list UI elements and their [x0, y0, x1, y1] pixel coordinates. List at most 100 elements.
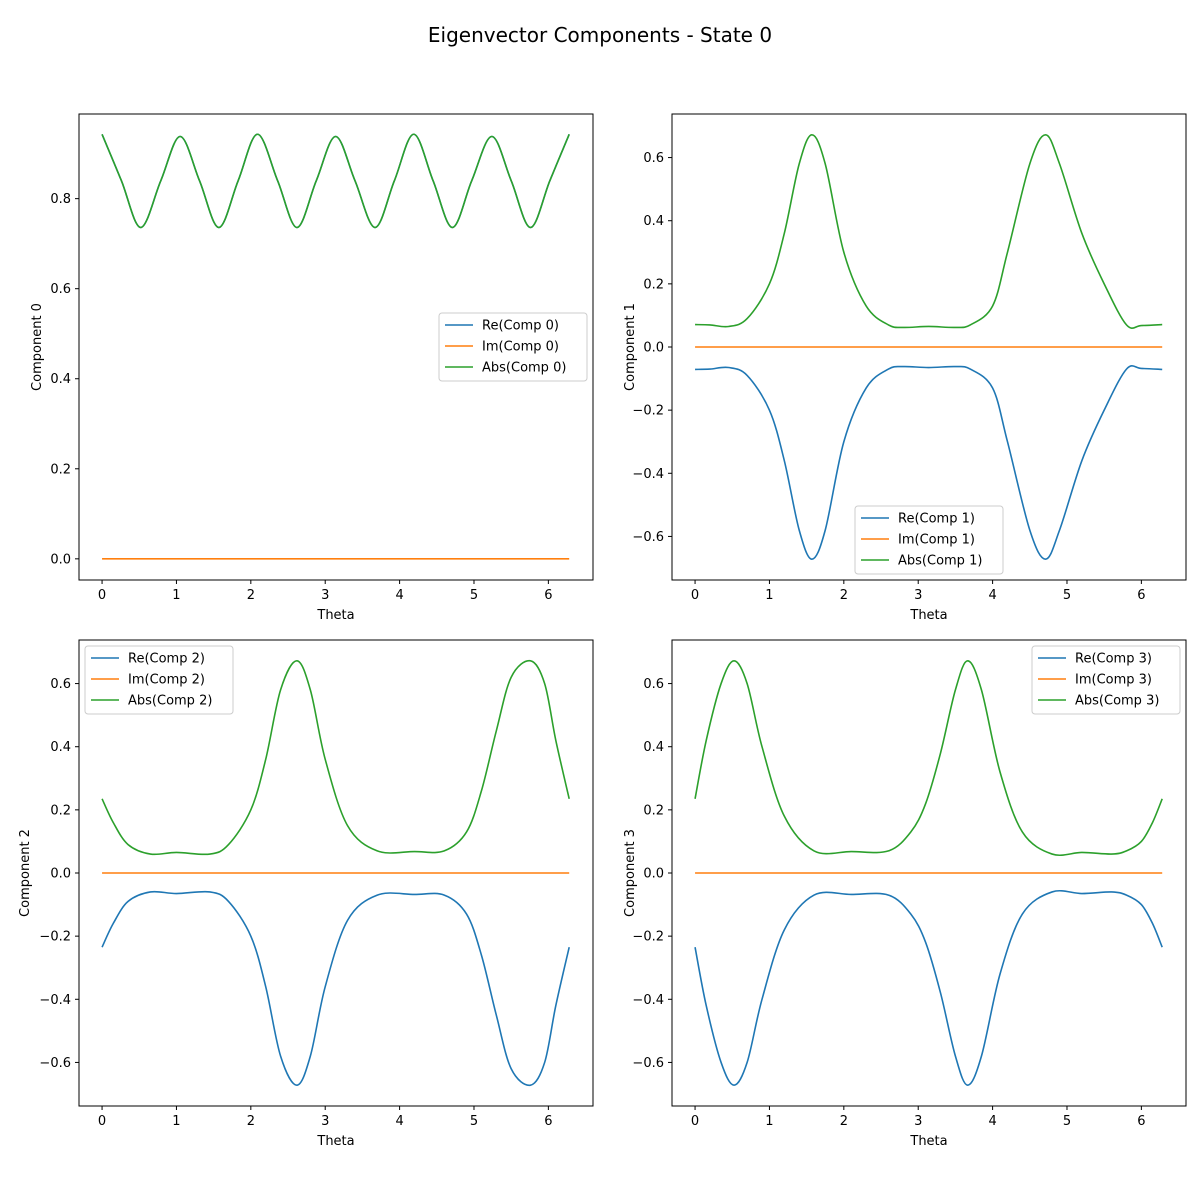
series-line-re — [694, 889, 1163, 1086]
x-tick-label: 0 — [98, 1114, 106, 1129]
x-tick-label: 3 — [321, 588, 329, 603]
y-tick-label: 0.4 — [643, 214, 664, 229]
legend: Re(Comp 2) Im(Comp 2) Abs(Comp 2) — [84, 645, 234, 715]
x-tick-label: 3 — [914, 588, 922, 603]
legend: Re(Comp 0) Im(Comp 0) Abs(Comp 0) — [438, 312, 588, 382]
y-tick-label: 0.0 — [50, 867, 71, 882]
subplot-component-2: 0 1 2 3 4 5 6 −0.6 −0.4 −0.2 0.0 0.2 0.4 0.6 Theta Comp… — [18, 639, 594, 1149]
legend-box — [438, 312, 588, 382]
series-lines — [101, 659, 570, 1087]
legend-entry: Abs(Comp 1) — [898, 554, 982, 569]
y-tick-label: −0.6 — [632, 530, 664, 545]
x-tick-label: 5 — [1063, 588, 1071, 603]
x-tick-label: 1 — [765, 1114, 773, 1129]
series-line-re — [101, 890, 570, 1087]
y-tick-label: −0.4 — [39, 993, 71, 1008]
legend-entry: Im(Comp 2) — [128, 673, 205, 688]
x-tick-label: 4 — [395, 588, 403, 603]
y-tick-label: −0.6 — [39, 1056, 71, 1071]
legend-entry: Re(Comp 2) — [128, 652, 205, 667]
legend-entry: Abs(Comp 3) — [1075, 694, 1159, 709]
y-tick-label: 0.2 — [643, 277, 664, 292]
x-axis-label: Theta — [909, 608, 947, 623]
y-axis-label: Component 1 — [623, 303, 638, 391]
y-tick-label: 0.0 — [643, 341, 664, 356]
series-line-abs — [101, 659, 570, 856]
series-lines — [101, 133, 570, 560]
x-tick-label: 3 — [914, 1114, 922, 1129]
x-tick-label: 5 — [470, 1114, 478, 1129]
x-tick-label: 3 — [321, 1114, 329, 1129]
x-tick-label: 1 — [172, 1114, 180, 1129]
x-tick-label: 6 — [544, 588, 552, 603]
legend: Re(Comp 1) Im(Comp 1) Abs(Comp 1) — [854, 505, 1004, 575]
y-tick-label: −0.4 — [632, 993, 664, 1008]
y-tick-label: 0.0 — [643, 867, 664, 882]
legend-entry: Re(Comp 3) — [1075, 652, 1152, 667]
legend-entry: Re(Comp 1) — [898, 512, 975, 527]
x-axis-label: Theta — [909, 1134, 947, 1149]
series-lines — [695, 134, 1163, 560]
series-line-abs — [101, 133, 570, 229]
y-tick-label: 0.6 — [643, 151, 664, 166]
x-axis-label: Theta — [316, 608, 354, 623]
y-tick-label: 0.6 — [50, 677, 71, 692]
legend-entry: Im(Comp 0) — [482, 340, 559, 355]
legend-entry: Re(Comp 0) — [482, 319, 559, 334]
x-tick-label: 4 — [988, 588, 996, 603]
x-tick-label: 0 — [98, 588, 106, 603]
legend-entry: Im(Comp 3) — [1075, 673, 1152, 688]
legend-entry: Im(Comp 1) — [898, 533, 975, 548]
legend-entry: Abs(Comp 2) — [128, 694, 212, 709]
y-tick-label: 0.8 — [50, 192, 71, 207]
figure-title: Eigenvector Components - State 0 — [428, 23, 772, 47]
y-tick-label: 0.6 — [50, 282, 71, 297]
legend-entry: Abs(Comp 0) — [482, 361, 566, 376]
x-tick-label: 1 — [765, 588, 773, 603]
series-line-abs — [694, 660, 1163, 857]
x-tick-label: 5 — [470, 588, 478, 603]
y-tick-label: −0.2 — [632, 930, 664, 945]
y-tick-label: 0.2 — [643, 803, 664, 818]
y-tick-label: −0.6 — [632, 1056, 664, 1071]
series-line-re — [695, 365, 1163, 560]
y-tick-label: 0.2 — [50, 462, 71, 477]
x-tick-label: 1 — [172, 588, 180, 603]
x-tick-label: 5 — [1063, 1114, 1071, 1129]
y-tick-label: 0.0 — [50, 552, 71, 567]
x-tick-label: 2 — [247, 1114, 255, 1129]
x-tick-label: 4 — [395, 1114, 403, 1129]
legend-box — [854, 505, 1004, 575]
y-tick-label: 0.6 — [643, 677, 664, 692]
x-tick-label: 0 — [691, 588, 699, 603]
x-axis-label: Theta — [316, 1134, 354, 1149]
y-axis-label: Component 3 — [623, 829, 638, 917]
x-tick-label: 2 — [840, 588, 848, 603]
y-tick-label: −0.2 — [39, 930, 71, 945]
x-tick-label: 6 — [544, 1114, 552, 1129]
y-axis-label: Component 2 — [18, 829, 33, 917]
x-tick-label: 2 — [840, 1114, 848, 1129]
y-tick-label: 0.4 — [643, 740, 664, 755]
legend: Re(Comp 3) Im(Comp 3) Abs(Comp 3) — [1031, 645, 1181, 715]
legend-box — [84, 645, 234, 715]
x-tick-label: 4 — [988, 1114, 996, 1129]
x-tick-label: 6 — [1137, 588, 1145, 603]
y-axis-label: Component 0 — [30, 303, 45, 391]
subplot-component-1: 0 1 2 3 4 5 6 −0.6 −0.4 −0.2 0.0 0.2 0.4 0.6 Theta Comp… — [623, 113, 1187, 623]
y-tick-label: 0.4 — [50, 372, 71, 387]
series-line-abs — [695, 134, 1163, 329]
axes-frame — [78, 113, 594, 581]
x-tick-label: 2 — [247, 588, 255, 603]
legend-box — [1031, 645, 1181, 715]
series-lines — [694, 660, 1163, 1086]
y-tick-label: 0.4 — [50, 740, 71, 755]
y-tick-label: 0.2 — [50, 803, 71, 818]
y-tick-label: −0.2 — [632, 404, 664, 419]
x-tick-label: 6 — [1137, 1114, 1145, 1129]
subplot-component-3: 0 1 2 3 4 5 6 −0.6 −0.4 −0.2 0.0 0.2 0.4 0.6 Theta Comp… — [623, 639, 1187, 1149]
subplot-component-0: 0 1 2 3 4 5 6 0.0 0.2 0.4 0.6 0.8 Theta Component 0 Re… — [30, 113, 594, 623]
x-tick-label: 0 — [691, 1114, 699, 1129]
